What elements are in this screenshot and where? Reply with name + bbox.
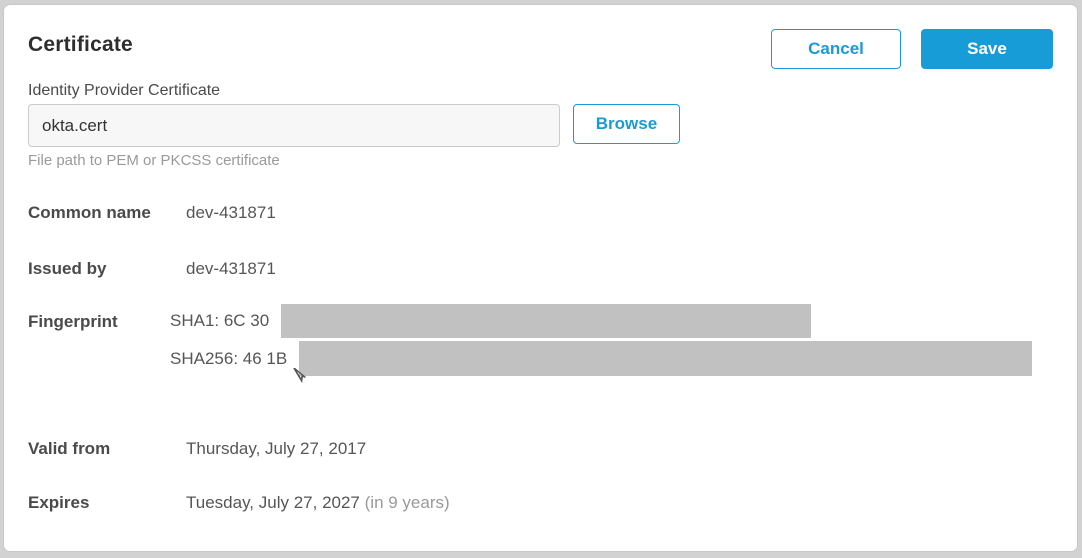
certificate-field-label: Identity Provider Certificate [28,82,221,99]
certificate-details: Common name dev-431871 Issued by dev-431… [28,203,1053,513]
fingerprint-value: SHA1: 6C 30 SHA256: 46 1B [170,303,1033,376]
fingerprint-sha1-text: SHA1: 6C 30 [170,310,270,330]
issued-by-value: dev-431871 [186,259,276,278]
issued-by-row: Issued by dev-431871 [28,259,1053,279]
expires-label: Expires [28,493,90,512]
fingerprint-sha1-line: SHA1: 6C 30 [170,303,1032,338]
certificate-help-text: File path to PEM or PKCSS certificate [28,152,280,169]
fingerprint-sha256-line: SHA256: 46 1B [170,341,1033,376]
sha256-redaction-bar [299,341,1033,376]
certificate-path-input[interactable] [28,104,560,147]
panel-header: Certificate Cancel Save [28,29,1053,69]
cancel-button[interactable]: Cancel [771,29,901,69]
certificate-panel: Certificate Cancel Save Identity Provide… [3,4,1078,552]
expires-note: (in 9 years) [364,493,450,512]
valid-from-label: Valid from [28,439,111,458]
fingerprint-sha256-text: SHA256: 46 1B [170,348,288,368]
fingerprint-label: Fingerprint [28,312,118,331]
expires-value: Tuesday, July 27, 2027 (in 9 years) [186,493,450,513]
valid-from-row: Valid from Thursday, July 27, 2017 [28,439,1053,459]
header-actions: Cancel Save [771,29,1053,69]
valid-from-value: Thursday, July 27, 2017 [186,439,367,458]
page-title: Certificate [28,33,133,56]
certificate-file-row: Browse [28,104,1053,147]
expires-date: Tuesday, July 27, 2027 [186,493,360,512]
issued-by-label: Issued by [28,259,107,278]
expires-row: Expires Tuesday, July 27, 2027 (in 9 yea… [28,493,1053,513]
common-name-label: Common name [28,203,151,222]
browse-button[interactable]: Browse [573,104,680,144]
save-button[interactable]: Save [921,29,1053,69]
sha1-redaction-bar [281,303,812,338]
common-name-value: dev-431871 [186,203,276,222]
fingerprint-row: Fingerprint SHA1: 6C 30 SHA256: 46 1B [28,303,1053,376]
mouse-cursor-icon [293,368,306,383]
common-name-row: Common name dev-431871 [28,203,1053,223]
